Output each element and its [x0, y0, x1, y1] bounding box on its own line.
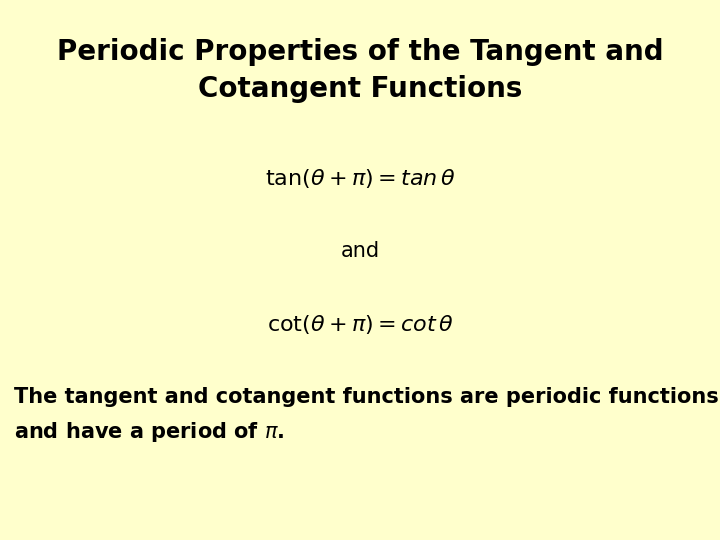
Text: The tangent and cotangent functions are periodic functions: The tangent and cotangent functions are … [14, 387, 719, 407]
Text: Periodic Properties of the Tangent and
Cotangent Functions: Periodic Properties of the Tangent and C… [57, 38, 663, 103]
Text: $\mathrm{tan}(\theta + \pi) = \mathit{tan}\,\theta$: $\mathrm{tan}(\theta + \pi) = \mathit{ta… [265, 167, 455, 190]
Text: and have a period of $\pi$.: and have a period of $\pi$. [14, 420, 285, 444]
Text: and: and [341, 241, 379, 261]
Text: $\mathrm{cot}(\theta + \pi) = \mathit{cot}\,\theta$: $\mathrm{cot}(\theta + \pi) = \mathit{co… [266, 313, 454, 335]
